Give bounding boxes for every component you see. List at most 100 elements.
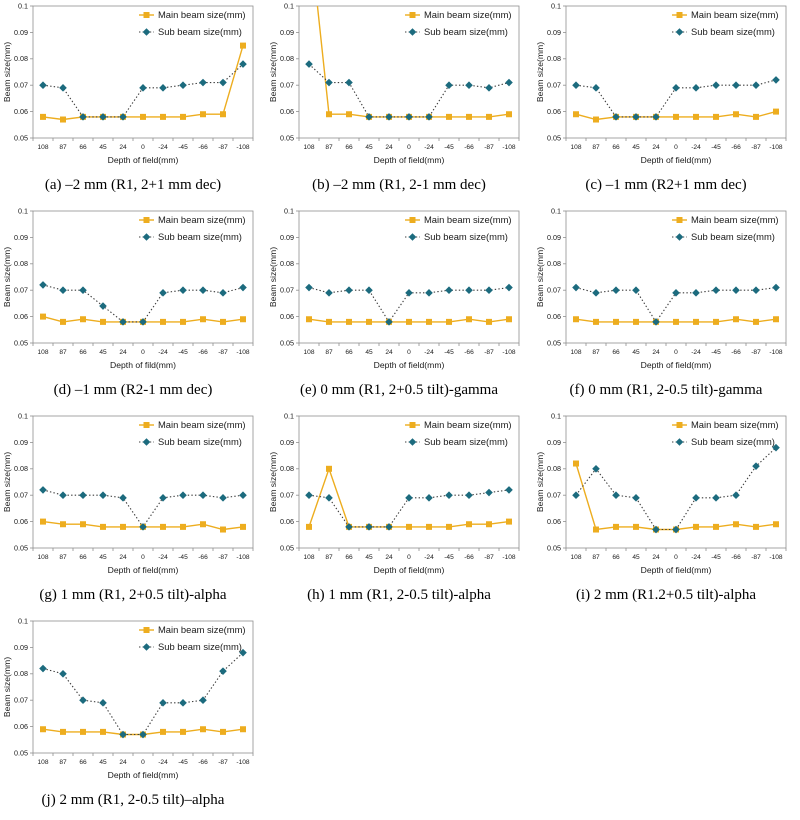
legend-main-label: Main beam size(mm) xyxy=(158,9,246,20)
legend-sub-marker xyxy=(408,438,417,446)
sub-beam-marker xyxy=(772,283,780,292)
sub-beam-marker xyxy=(732,81,740,89)
legend-sub-label: Sub beam size(mm) xyxy=(158,436,242,447)
x-tick-label: -24 xyxy=(158,554,168,561)
legend-main-label: Main beam size(mm) xyxy=(691,214,779,225)
main-beam-marker xyxy=(160,728,166,735)
plot-area xyxy=(32,210,254,344)
y-tick-label: 0.08 xyxy=(280,464,294,473)
main-beam-marker xyxy=(486,318,492,325)
main-beam-marker xyxy=(673,318,679,325)
y-tick-label: 0.05 xyxy=(14,338,28,347)
sub-beam-marker xyxy=(592,84,600,92)
y-tick-label: 0.06 xyxy=(547,517,561,526)
sub-beam-marker xyxy=(405,113,413,121)
sub-beam-marker xyxy=(239,283,247,292)
main-beam-marker xyxy=(100,523,106,530)
y-tick-label: 0.1 xyxy=(284,1,294,10)
x-tick-label: -108 xyxy=(236,349,250,356)
chart-panel-a: 0.1 0.09 0.08 0.07 0.06 0.05 108 87 66 45 24 0 -24 -4… xyxy=(0,0,266,205)
x-axis-label: Depth of field(mm) xyxy=(374,155,445,165)
x-axis-label: Depth of field(mm) xyxy=(108,565,179,575)
main-beam-marker xyxy=(40,113,46,120)
sub-beam-marker xyxy=(632,494,640,502)
y-tick-label: 0.05 xyxy=(14,748,28,757)
x-tick-label: -87 xyxy=(218,144,228,151)
x-tick-label: 24 xyxy=(385,554,393,561)
sub-beam-marker xyxy=(572,81,580,89)
x-tick-label: 66 xyxy=(79,349,87,356)
main-beam-marker xyxy=(573,316,579,323)
sub-beam-marker xyxy=(485,488,493,497)
main-beam-marker xyxy=(220,111,226,118)
chart-caption-c: (c) –1 mm (R2+1 mm dec) xyxy=(585,177,747,193)
main-beam-marker xyxy=(200,316,206,323)
main-beam-marker xyxy=(426,318,432,325)
x-tick-label: -87 xyxy=(484,554,494,561)
main-beam-marker xyxy=(406,318,412,325)
x-tick-label: 24 xyxy=(652,349,660,356)
chart-panel-h: 0.1 0.09 0.08 0.07 0.06 0.05 108 87 66 45 24 0 -24 -4… xyxy=(266,410,532,615)
sub-beam-marker xyxy=(219,78,227,87)
x-tick-label: -45 xyxy=(711,144,721,151)
main-beam-marker xyxy=(406,523,412,530)
x-tick-label: 24 xyxy=(385,349,393,356)
y-tick-label: 0.08 xyxy=(14,464,28,473)
x-tick-label: 87 xyxy=(325,554,333,561)
y-tick-label: 0.09 xyxy=(14,28,28,37)
main-beam-marker xyxy=(466,113,472,120)
x-tick-label: 0 xyxy=(674,144,678,151)
plot-area xyxy=(565,5,787,139)
main-beam-marker xyxy=(60,318,66,325)
x-tick-label: -66 xyxy=(464,144,474,151)
y-axis-label: Beam size(mm) xyxy=(535,247,545,307)
x-tick-label: 45 xyxy=(632,144,640,151)
x-tick-label: 24 xyxy=(652,144,660,151)
y-axis-label: Beam size(mm) xyxy=(535,452,545,512)
x-tick-label: -87 xyxy=(751,554,761,561)
y-tick-label: 0.06 xyxy=(14,517,28,526)
main-beam-marker xyxy=(446,113,452,120)
x-tick-label: -87 xyxy=(751,349,761,356)
legend-sub-label: Sub beam size(mm) xyxy=(691,26,775,37)
sub-beam-marker xyxy=(159,699,167,707)
x-tick-label: 108 xyxy=(37,554,48,561)
main-beam-marker xyxy=(593,116,599,123)
chart-svg-a: 0.1 0.09 0.08 0.07 0.06 0.05 108 87 66 45 24 0 -24 -4… xyxy=(2,1,254,165)
legend-main-label: Main beam size(mm) xyxy=(158,624,246,635)
x-tick-label: 66 xyxy=(79,759,87,766)
sub-beam-marker xyxy=(772,76,780,84)
x-tick-label: 108 xyxy=(303,349,314,356)
main-beam-marker xyxy=(100,318,106,325)
x-tick-label: 24 xyxy=(119,144,127,151)
legend: Main beam size(mm) Sub beam size(mm) xyxy=(139,624,246,652)
main-beam-marker xyxy=(60,116,66,123)
x-tick-label: 108 xyxy=(570,349,581,356)
legend-sub-label: Sub beam size(mm) xyxy=(158,641,242,652)
y-tick-label: 0.08 xyxy=(14,54,28,63)
x-tick-label: -24 xyxy=(424,554,434,561)
main-beam-marker xyxy=(733,111,739,118)
y-axis-label: Beam size(mm) xyxy=(535,42,545,102)
sub-beam-marker xyxy=(385,318,393,326)
y-tick-label: 0.1 xyxy=(551,1,561,10)
y-tick-label: 0.08 xyxy=(14,669,28,678)
x-tick-label: 87 xyxy=(325,144,333,151)
x-tick-label: -66 xyxy=(198,554,208,561)
x-tick-label: 108 xyxy=(37,144,48,151)
sub-beam-marker xyxy=(99,491,107,499)
x-tick-label: 24 xyxy=(652,554,660,561)
sub-beam-marker xyxy=(465,81,473,89)
sub-beam-line xyxy=(42,652,244,736)
y-tick-label: 0.1 xyxy=(284,206,294,215)
chart-panel-b: 0.1 0.09 0.08 0.07 0.06 0.05 108 87 66 45 24 0 -24 -4… xyxy=(266,0,532,205)
y-axis-label: Beam size(mm) xyxy=(268,42,278,102)
sub-beam-marker xyxy=(99,699,107,707)
x-tick-label: 66 xyxy=(345,144,353,151)
x-tick-label: 87 xyxy=(592,349,600,356)
legend-sub-label: Sub beam size(mm) xyxy=(424,26,508,37)
y-tick-label: 0.07 xyxy=(280,286,294,295)
legend: Main beam size(mm) Sub beam size(mm) xyxy=(405,419,512,447)
legend-main-label: Main beam size(mm) xyxy=(424,9,512,20)
chart-svg-i: 0.1 0.09 0.08 0.07 0.06 0.05 108 87 66 45 24 0 -24 -4… xyxy=(535,411,787,575)
